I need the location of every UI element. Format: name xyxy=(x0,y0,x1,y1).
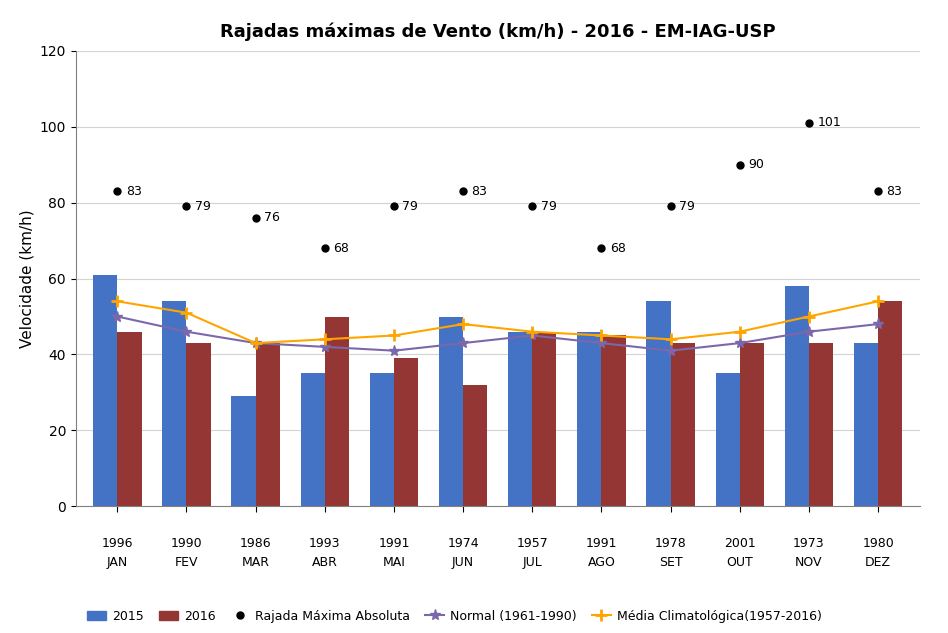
Text: NOV: NOV xyxy=(795,556,823,570)
Legend: 2015, 2016, Rajada Máxima Absoluta, Normal (1961-1990), Média Climatológica(1957: 2015, 2016, Rajada Máxima Absoluta, Norm… xyxy=(82,605,827,628)
Bar xyxy=(118,332,141,506)
Text: 1990: 1990 xyxy=(171,537,202,550)
Title: Rajadas máximas de Vento (km/h) - 2016 - EM-IAG-USP: Rajadas máximas de Vento (km/h) - 2016 -… xyxy=(220,22,775,41)
Text: 1978: 1978 xyxy=(655,537,686,550)
Bar xyxy=(532,332,556,506)
Text: 1980: 1980 xyxy=(862,537,894,550)
Bar xyxy=(508,332,532,506)
Text: FEV: FEV xyxy=(174,556,198,570)
Bar xyxy=(231,396,256,506)
Text: JAN: JAN xyxy=(107,556,128,570)
Text: 2001: 2001 xyxy=(724,537,756,550)
Text: JUN: JUN xyxy=(452,556,474,570)
Bar xyxy=(739,343,764,506)
Bar xyxy=(647,301,670,506)
Text: 1973: 1973 xyxy=(793,537,825,550)
Text: 1957: 1957 xyxy=(517,537,548,550)
Bar xyxy=(325,316,349,506)
Text: 1974: 1974 xyxy=(447,537,479,550)
Text: 1993: 1993 xyxy=(309,537,340,550)
Bar xyxy=(601,335,626,506)
Text: JUL: JUL xyxy=(522,556,542,570)
Text: 83: 83 xyxy=(126,185,141,197)
Bar xyxy=(716,373,739,506)
Bar xyxy=(394,358,418,506)
Bar xyxy=(301,373,325,506)
Bar xyxy=(439,316,464,506)
Bar xyxy=(809,343,833,506)
Text: 101: 101 xyxy=(817,116,841,129)
Text: 83: 83 xyxy=(886,185,902,197)
Text: 68: 68 xyxy=(610,242,626,254)
Text: 79: 79 xyxy=(540,200,556,213)
Text: 1986: 1986 xyxy=(240,537,271,550)
Text: 79: 79 xyxy=(194,200,210,213)
Bar xyxy=(670,343,695,506)
Bar xyxy=(577,332,601,506)
Text: 83: 83 xyxy=(471,185,487,197)
Text: 1991: 1991 xyxy=(378,537,410,550)
Text: MAI: MAI xyxy=(383,556,406,570)
Y-axis label: Velocidade (km/h): Velocidade (km/h) xyxy=(19,210,34,348)
Bar xyxy=(878,301,902,506)
Text: 90: 90 xyxy=(748,158,764,171)
Text: OUT: OUT xyxy=(726,556,753,570)
Text: DEZ: DEZ xyxy=(866,556,891,570)
Bar xyxy=(854,343,878,506)
Bar xyxy=(464,385,487,506)
Text: SET: SET xyxy=(659,556,683,570)
Text: 68: 68 xyxy=(333,242,349,254)
Text: 1996: 1996 xyxy=(101,537,133,550)
Bar xyxy=(93,275,118,506)
Bar xyxy=(162,301,187,506)
Bar xyxy=(370,373,394,506)
Text: MAR: MAR xyxy=(242,556,269,570)
Text: 76: 76 xyxy=(264,211,280,224)
Bar xyxy=(187,343,210,506)
Text: 79: 79 xyxy=(679,200,695,213)
Bar xyxy=(785,286,809,506)
Text: AGO: AGO xyxy=(588,556,615,570)
Text: ABR: ABR xyxy=(312,556,337,570)
Bar xyxy=(256,343,280,506)
Text: 1991: 1991 xyxy=(586,537,617,550)
Text: 79: 79 xyxy=(402,200,418,213)
